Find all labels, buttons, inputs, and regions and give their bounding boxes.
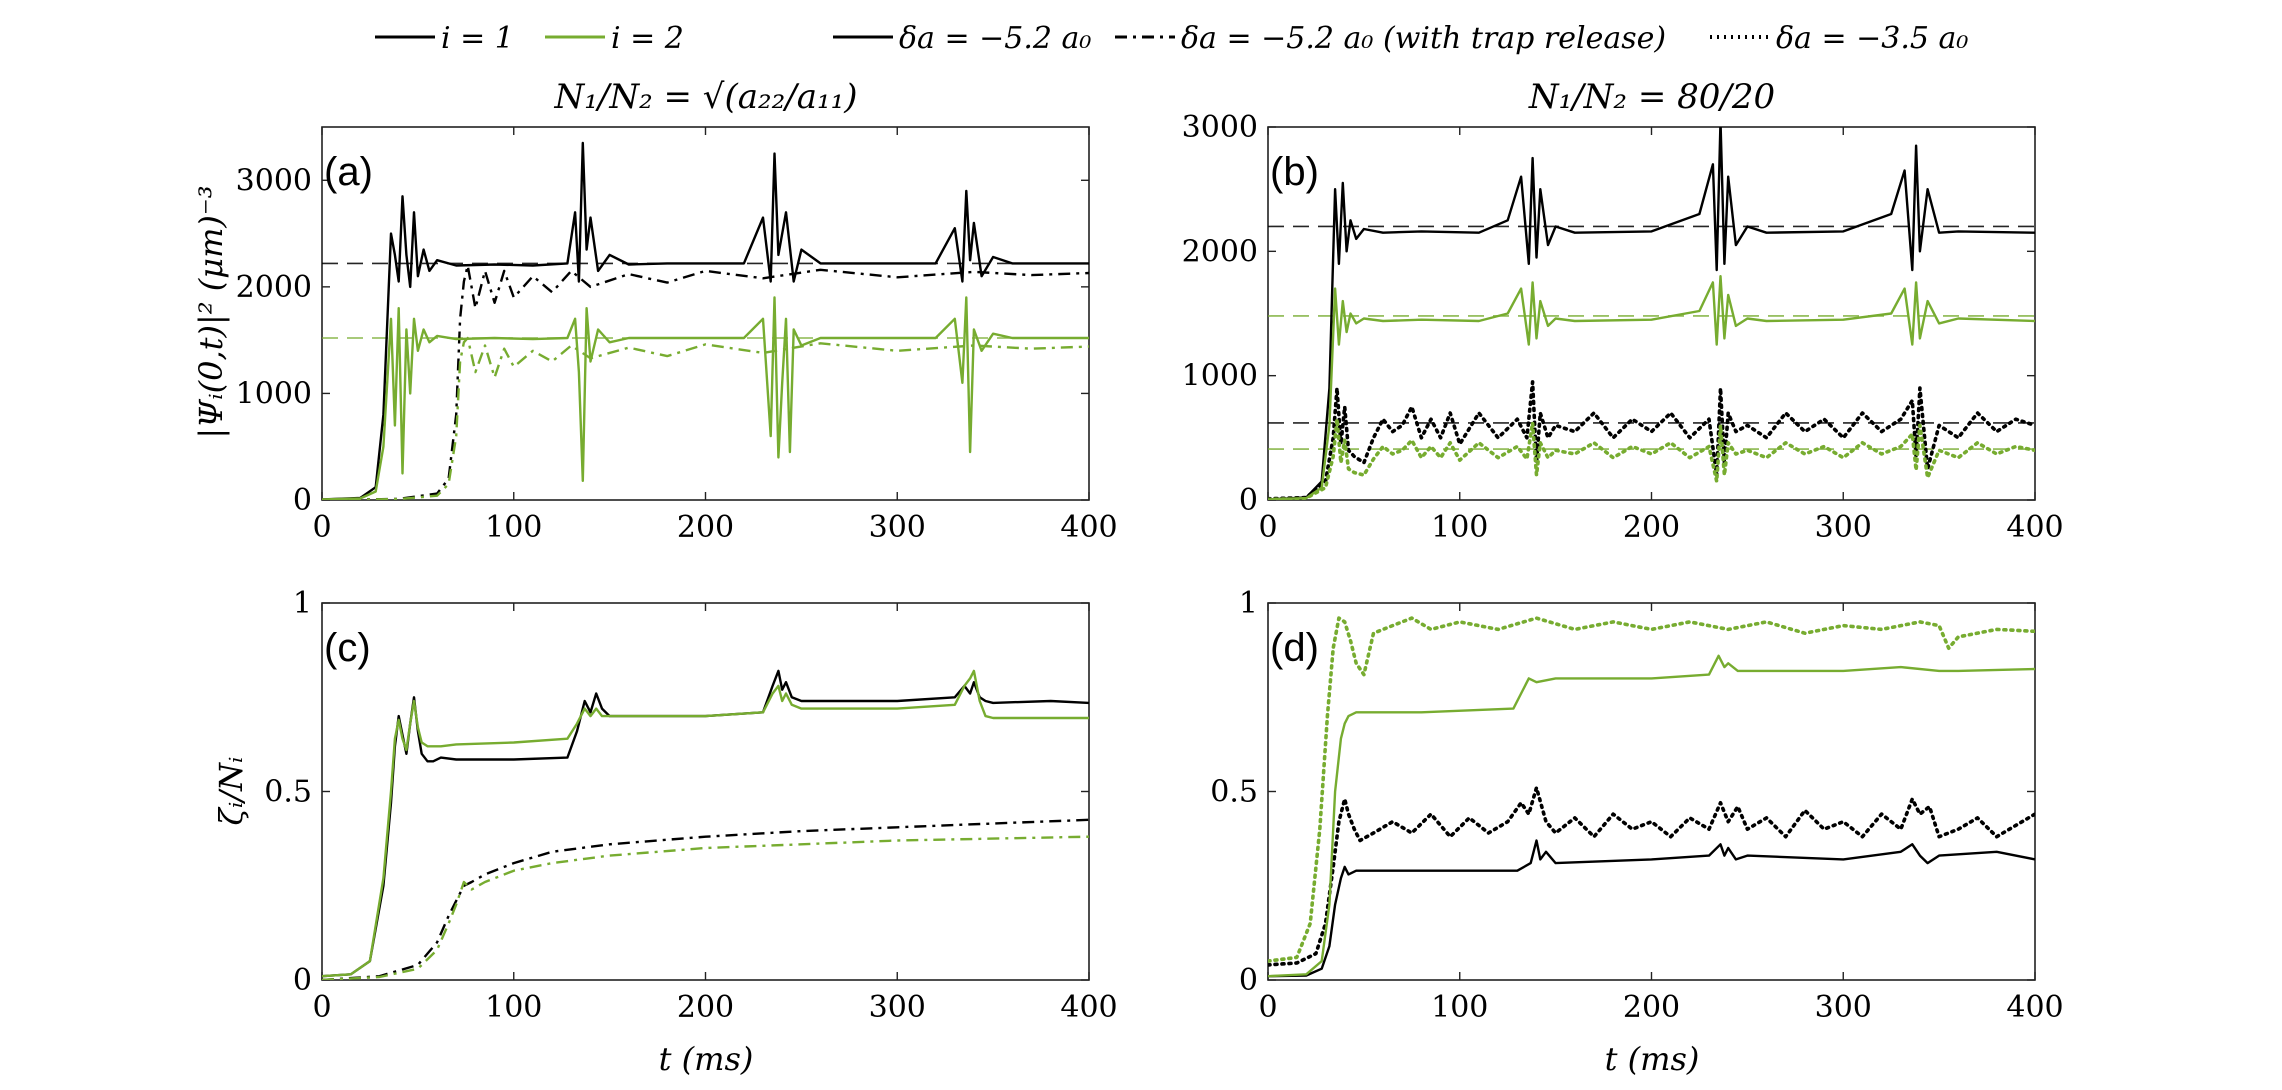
plot-frame [321,126,1090,501]
x-tick-label: 0 [312,990,331,1025]
panel-label: (c) [324,626,371,670]
x-tick-label: 0 [1258,990,1277,1025]
x-tick-label: 200 [677,510,734,545]
legend-label-species-2: i = 2 [611,21,684,56]
x-tick-label: 0 [1258,510,1277,545]
x-tick-label: 100 [1431,990,1488,1025]
panel-label: (d) [1270,626,1319,670]
plot-frame [1267,126,2036,501]
plot-frame [321,602,1090,981]
y-tick-label: 0 [1239,963,1258,998]
legend-label-species-1: i = 1 [441,21,514,56]
series-line [322,336,1089,500]
y-tick-label: 3000 [236,163,312,198]
panel-a: 0 100 200 300 400 0 1000 2000 3000 (a) [236,126,1118,545]
x-tick-label: 100 [1431,510,1488,545]
y-tick-label: 2000 [1182,234,1258,269]
panel-c: 0 100 200 300 400 0 0.5 1 (c) [264,586,1117,1025]
x-axis-label-right: t (ms) [1605,1040,1700,1078]
plot-area [322,141,1089,500]
x-tick-label: 400 [1060,510,1117,545]
series-line [322,818,1089,980]
series-line [1268,654,2035,978]
x-axis-label-left: t (ms) [659,1040,754,1078]
panel-label: (b) [1270,150,1319,194]
column-title-right: N₁/N₂ = 80/20 [1528,77,1775,117]
y-tick-label: 0 [1239,483,1258,518]
y-tick-label: 0.5 [1210,775,1258,810]
series-line [1268,127,2035,500]
y-tick-label: 0 [293,963,312,998]
y-tick-label: 1 [1239,586,1258,621]
y-tick-label: 0 [293,483,312,518]
series-line [322,669,1089,978]
x-tick-label: 400 [2006,990,2063,1025]
x-tick-label: 300 [869,990,926,1025]
series-line [1268,785,2035,967]
legend-label-style-dotted: δa = −3.5 a₀ [1776,21,1968,56]
plot-area [322,669,1089,980]
legend-label-style-solid: δa = −5.2 a₀ [899,21,1091,56]
plot-area [1268,616,2035,978]
x-tick-label: 400 [2006,510,2063,545]
x-tick-label: 100 [485,990,542,1025]
series-line [1268,275,2035,500]
y-tick-label: 0.5 [264,775,312,810]
x-tick-label: 0 [312,510,331,545]
column-title-left: N₁/N₂ = √(a₂₂/a₁₁) [553,77,857,117]
panel-b: 0 100 200 300 400 0 1000 2000 3000 (b) [1182,110,2064,545]
series-line [322,835,1089,980]
y-axis-label-top: |Ψᵢ(0,t)|² (μm)⁻³ [192,185,230,438]
x-tick-label: 300 [1815,510,1872,545]
legend-label-style-dashdot: δa = −5.2 a₀ (with trap release) [1181,21,1666,56]
series-line [322,264,1089,500]
series-line [1268,417,2035,500]
y-axis-label-bottom: ζᵢ/Nᵢ [212,757,250,826]
legend: i = 1 i = 2 δa = −5.2 a₀ δa = −5.2 a₀ (w… [375,21,1968,56]
series-line [1268,380,2035,500]
y-tick-label: 1 [293,586,312,621]
series-line [322,141,1089,500]
x-tick-label: 300 [869,510,926,545]
x-tick-label: 200 [677,990,734,1025]
plot-frame [1267,602,2036,981]
y-tick-label: 2000 [236,270,312,305]
series-line [1268,839,2035,978]
plot-area [1268,127,2035,500]
series-line [1268,616,2035,963]
x-tick-label: 200 [1623,510,1680,545]
series-line [322,296,1089,500]
y-tick-label: 3000 [1182,110,1258,145]
x-tick-label: 200 [1623,990,1680,1025]
panel-label: (a) [324,150,373,194]
y-tick-label: 1000 [236,376,312,411]
panel-d: 0 100 200 300 400 0 0.5 1 (d) [1210,586,2063,1025]
x-tick-label: 100 [485,510,542,545]
x-tick-label: 300 [1815,990,1872,1025]
x-tick-label: 400 [1060,990,1117,1025]
y-tick-label: 1000 [1182,359,1258,394]
